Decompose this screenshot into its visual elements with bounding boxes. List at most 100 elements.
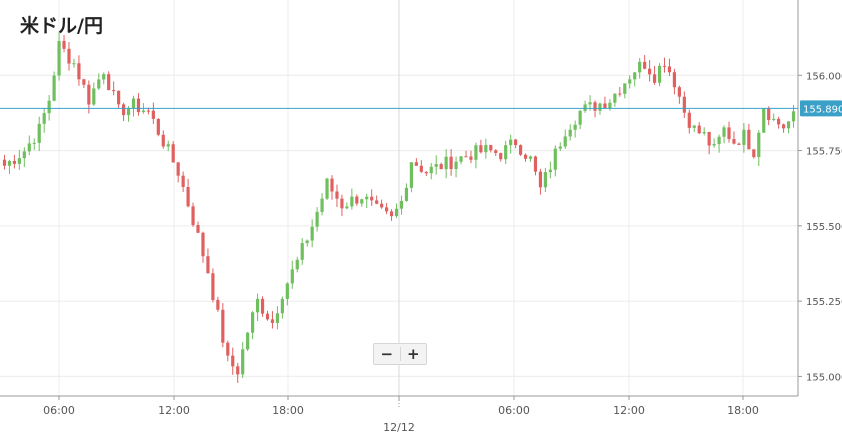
candle-body [325, 178, 329, 199]
candle-body [255, 298, 260, 313]
candle-body [484, 144, 488, 153]
candle-body [241, 349, 245, 375]
candle-body [176, 162, 180, 176]
candle-body [444, 156, 448, 170]
candle-body [732, 139, 736, 144]
candle-body [707, 131, 711, 146]
chart-title: 米ドル/円 [20, 15, 103, 37]
candle-body [573, 124, 577, 130]
candle-body [464, 156, 468, 158]
candle-body [2, 159, 7, 166]
candle-body [265, 313, 270, 320]
candle-body [305, 240, 309, 244]
candle-body [504, 145, 508, 160]
candle-body [568, 129, 572, 137]
candle-body [648, 68, 652, 75]
candle-body [419, 165, 423, 172]
candle-body [191, 206, 195, 226]
candle-body [221, 309, 225, 343]
candle-body [186, 187, 190, 207]
candle-body [394, 208, 399, 217]
candle-body [608, 102, 612, 109]
candle-body [121, 104, 126, 116]
candle-body [692, 125, 696, 128]
candle-body [623, 83, 627, 94]
candle-body [285, 283, 289, 299]
candle-body [474, 145, 478, 160]
candle-body [280, 298, 284, 314]
candle-body [360, 199, 364, 204]
candle-body [781, 124, 786, 129]
candle-body [667, 66, 672, 73]
candle-body [365, 196, 369, 200]
candle-body [469, 156, 473, 160]
candle-body [459, 156, 463, 162]
candle-body [27, 143, 31, 152]
candle-body [523, 154, 528, 159]
candle-body [166, 144, 170, 147]
candle-body [677, 87, 681, 97]
candle-body [231, 355, 235, 367]
candle-body [479, 145, 483, 153]
candle-body [206, 256, 210, 274]
candle-body [340, 198, 344, 209]
candle-body [439, 164, 443, 170]
candle-body [613, 93, 617, 103]
candle-body [583, 104, 587, 111]
candle-body [643, 61, 647, 69]
y-tick-label: 155.250 [806, 297, 842, 308]
candle-body [260, 298, 265, 314]
candle-body [389, 211, 394, 217]
candle-body [57, 40, 61, 76]
candle-body [449, 156, 453, 170]
x-tick-label: 18:00 [727, 404, 759, 417]
zoom-controls: − + [373, 343, 427, 365]
x-tick-label: 06:00 [43, 404, 75, 417]
zoom-in-button[interactable]: + [406, 345, 420, 363]
candle-body [489, 144, 493, 151]
y-tick-label: 155.750 [806, 147, 842, 158]
candle-body [211, 273, 215, 300]
candle-body [97, 79, 101, 89]
x-tick-label: 06:00 [498, 404, 530, 417]
candle-body [558, 146, 562, 149]
candle-body [12, 160, 17, 164]
candle-body [42, 113, 46, 124]
candle-body [767, 108, 771, 121]
candle-body [786, 121, 791, 129]
candle-body [747, 129, 751, 150]
candle-body [270, 319, 275, 323]
candle-body [499, 153, 503, 160]
candle-body [201, 232, 205, 257]
candle-body [514, 139, 518, 146]
candle-body [538, 171, 543, 188]
candle-body [429, 166, 433, 174]
current-price-label: 155.890 [803, 104, 842, 115]
candle-body [310, 226, 314, 241]
candle-body [712, 144, 716, 146]
candle-body [295, 259, 299, 270]
candle-body [290, 269, 294, 284]
candle-body [752, 149, 756, 158]
candle-body [161, 134, 165, 147]
candle-body [434, 164, 438, 167]
candle-body [737, 143, 741, 145]
candle-body [657, 65, 662, 83]
candle-body [414, 162, 418, 166]
zoom-out-button[interactable]: − [380, 345, 394, 363]
candle-body [528, 156, 533, 159]
y-tick-label: 155.000 [806, 372, 842, 383]
candle-body [548, 169, 552, 173]
candle-body [355, 196, 359, 204]
candle-body [578, 110, 582, 125]
candle-body [662, 65, 667, 67]
candle-body [131, 98, 136, 109]
candle-body [52, 75, 56, 101]
zoom-divider [399, 347, 401, 361]
candle-body [226, 342, 230, 356]
candle-body [409, 162, 414, 188]
candle-body [772, 118, 776, 121]
candle-body [146, 110, 150, 112]
candle-body [424, 171, 428, 174]
